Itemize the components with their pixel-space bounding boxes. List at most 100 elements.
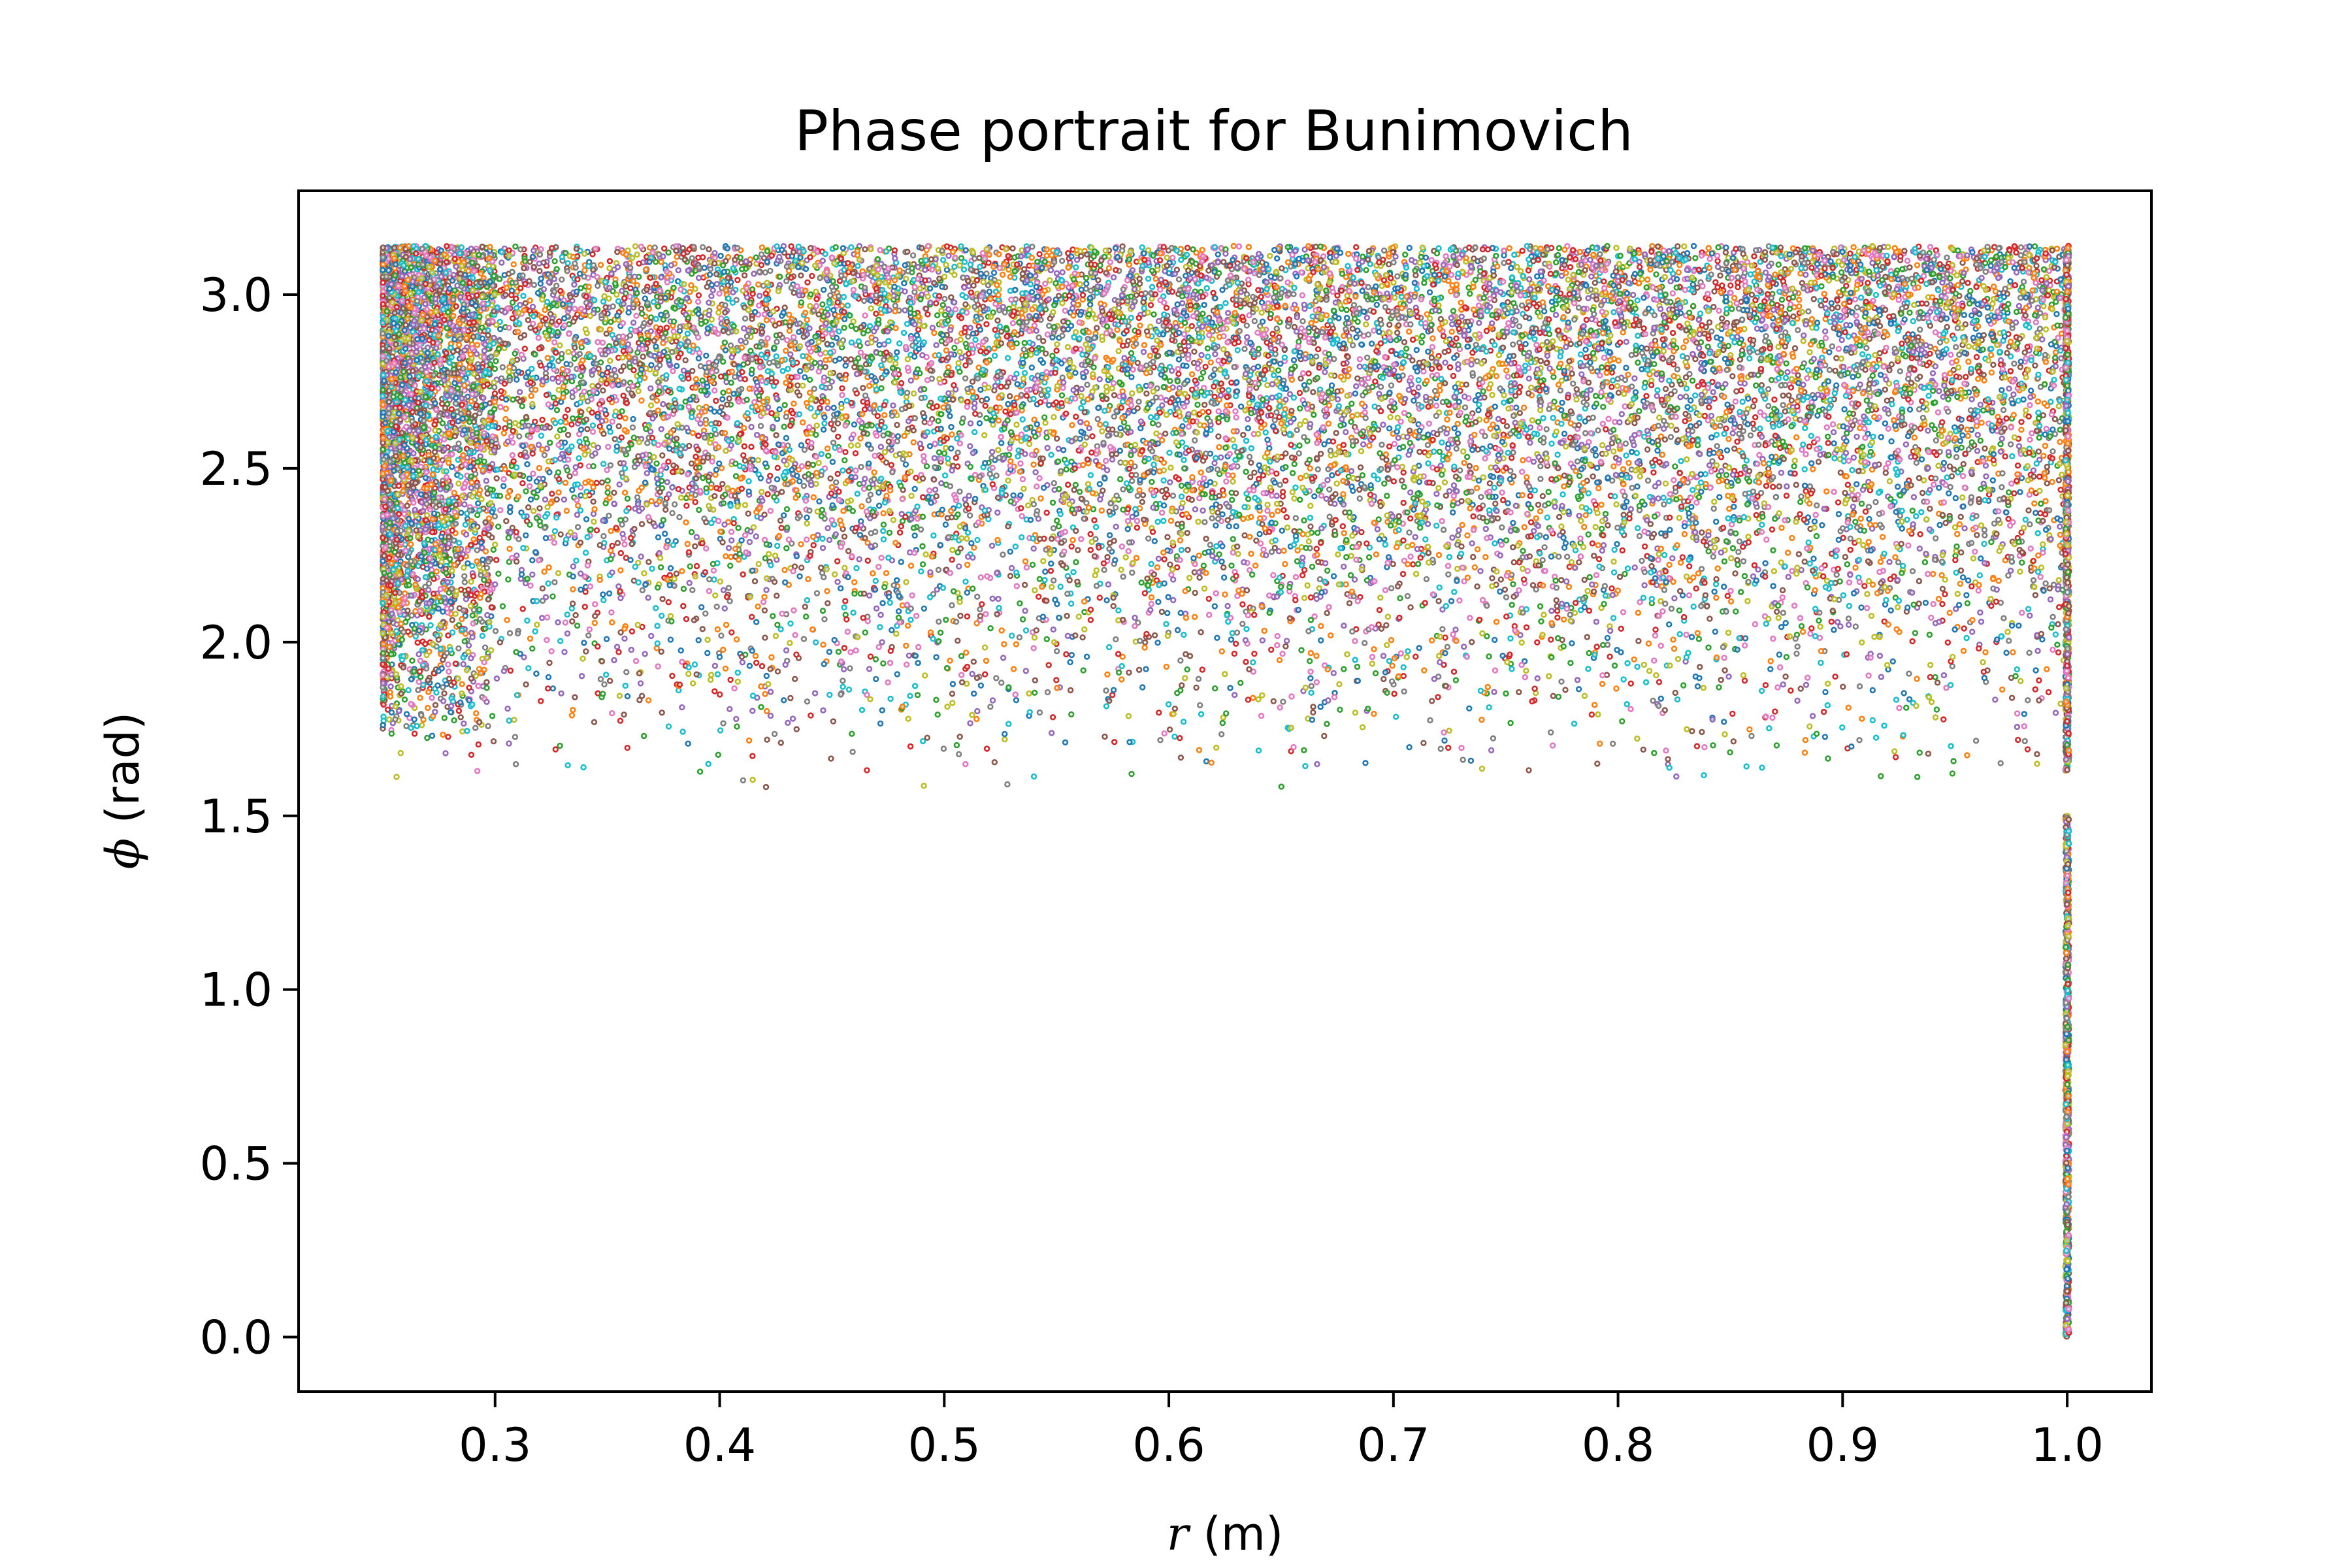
scatter-point — [1406, 328, 1413, 335]
scatter-point — [1658, 370, 1665, 377]
scatter-point — [1609, 585, 1615, 592]
scatter-point — [2042, 498, 2049, 504]
scatter-point — [1015, 447, 1022, 454]
scatter-point — [855, 263, 861, 269]
scatter-point — [1886, 478, 1893, 485]
scatter-point — [1019, 513, 1025, 519]
scatter-point — [679, 704, 685, 711]
scatter-point — [1776, 288, 1783, 295]
scatter-point — [781, 304, 788, 311]
scatter-point — [507, 504, 514, 510]
scatter-point — [1279, 527, 1286, 534]
scatter-point — [781, 402, 788, 408]
scatter-point — [853, 564, 860, 572]
scatter-point — [880, 660, 887, 667]
scatter-point — [1470, 513, 1477, 519]
scatter-point — [1230, 478, 1236, 485]
scatter-point — [1932, 714, 1939, 721]
scatter-point — [1755, 566, 1761, 573]
scatter-point — [1505, 500, 1511, 506]
scatter-point — [1582, 512, 1589, 519]
scatter-point — [1936, 484, 1942, 491]
scatter-point — [1770, 635, 1776, 642]
scatter-point — [1975, 587, 1982, 594]
scatter-point — [1217, 367, 1224, 373]
scatter-point — [497, 326, 504, 333]
scatter-point — [1371, 327, 1377, 334]
scatter-point — [811, 690, 819, 696]
scatter-point — [2030, 577, 2037, 583]
scatter-point — [1299, 554, 1306, 561]
scatter-point — [725, 387, 732, 395]
scatter-point — [1371, 710, 1377, 717]
scatter-point — [1400, 672, 1407, 679]
scatter-point — [871, 476, 877, 483]
scatter-point — [1729, 710, 1736, 717]
scatter-point — [1006, 445, 1013, 451]
scatter-point — [2000, 406, 2007, 414]
scatter-point — [1775, 261, 1782, 268]
scatter-point — [1168, 571, 1175, 578]
scatter-point — [1642, 679, 1650, 686]
scatter-point — [1914, 774, 1921, 781]
scatter-point — [1435, 485, 1442, 491]
scatter-point — [1163, 621, 1169, 627]
scatter-point — [1909, 507, 1916, 514]
scatter-point — [1202, 363, 1209, 370]
scatter-point — [1132, 463, 1138, 470]
scatter-point — [696, 506, 702, 514]
scatter-point — [1240, 431, 1247, 438]
scatter-point — [1577, 351, 1584, 358]
scatter-point — [1079, 634, 1086, 641]
scatter-point — [930, 532, 937, 539]
scatter-point — [1215, 251, 1222, 258]
scatter-point — [655, 534, 662, 541]
scatter-point — [1817, 451, 1823, 458]
scatter-point — [574, 622, 581, 629]
scatter-point — [1092, 523, 1100, 531]
scatter-point — [1852, 296, 1859, 302]
scatter-point — [1558, 523, 1565, 530]
scatter-point — [782, 319, 789, 325]
scatter-point — [597, 676, 604, 683]
scatter-point — [841, 533, 848, 540]
scatter-point — [804, 316, 811, 323]
scatter-point — [1458, 299, 1464, 306]
scatter-point — [913, 474, 919, 481]
scatter-point — [1580, 487, 1587, 493]
scatter-point — [510, 261, 517, 268]
scatter-point — [1727, 282, 1734, 289]
scatter-point — [1852, 623, 1859, 630]
scatter-point — [1855, 537, 1862, 544]
scatter-point — [2026, 649, 2033, 656]
scatter-point — [1897, 492, 1904, 499]
scatter-point — [749, 367, 755, 373]
scatter-point — [1727, 329, 1733, 335]
scatter-point — [1616, 283, 1622, 290]
scatter-point — [1315, 466, 1322, 473]
scatter-point — [1735, 549, 1742, 555]
scatter-point — [866, 592, 873, 599]
scatter-point — [808, 405, 814, 412]
scatter-point — [1178, 493, 1185, 500]
scatter-point — [440, 684, 446, 691]
scatter-point — [1157, 737, 1164, 743]
scatter-point — [1633, 449, 1641, 457]
scatter-point — [1185, 423, 1192, 430]
scatter-point — [1211, 366, 1218, 373]
scatter-point — [704, 649, 711, 657]
scatter-point — [1802, 425, 1808, 431]
scatter-point — [1017, 600, 1023, 607]
scatter-point — [1610, 463, 1617, 470]
scatter-point — [2027, 387, 2034, 394]
scatter-point — [590, 510, 597, 517]
scatter-point — [1261, 627, 1267, 634]
scatter-point — [1968, 583, 1975, 590]
scatter-point — [1296, 338, 1302, 345]
scatter-point — [1382, 304, 1389, 310]
scatter-point — [1887, 607, 1894, 613]
scatter-point — [1622, 403, 1628, 410]
scatter-point — [591, 518, 597, 525]
scatter-point — [1002, 309, 1008, 316]
scatter-point — [1839, 724, 1846, 731]
